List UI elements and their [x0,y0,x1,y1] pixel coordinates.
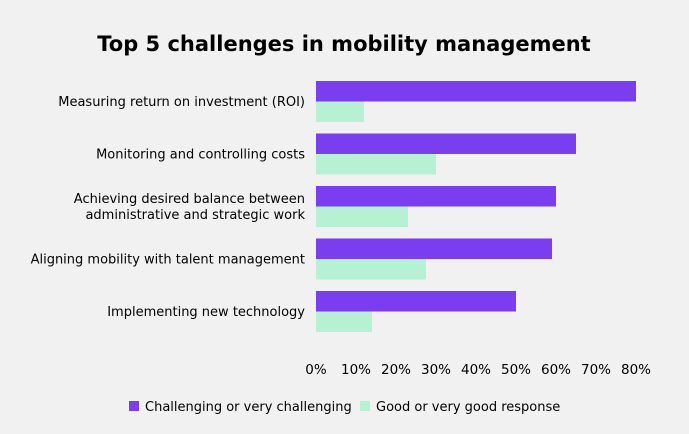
x-tick-label: 40% [461,362,491,378]
bar-series-1-cat-3 [316,186,556,207]
bar-series-2-cat-2 [316,154,436,175]
bar-series-2-cat-4 [316,259,426,280]
category-label: Achieving desired balance between adminis… [74,192,306,223]
bar-series-1-cat-1 [316,81,636,102]
chart-title: Top 5 challenges in mobility management [97,32,590,56]
x-tick-label: 70% [581,362,611,378]
category-label-line: Monitoring and controlling costs [96,148,305,163]
bar-series-1-cat-5 [316,291,516,312]
x-tick-label: 80% [621,362,651,378]
category-label: Implementing new technology [107,305,305,320]
bars [316,81,636,332]
category-label: Aligning mobility with talent management [31,253,305,268]
bar-series-2-cat-1 [316,101,364,122]
category-label-line: administrative and strategic work [85,208,305,223]
legend-swatch [360,401,370,411]
x-tick-label: 30% [421,362,451,378]
x-tick-label: 10% [341,362,371,378]
category-label: Measuring return on investment (ROI) [58,95,305,110]
bar-series-2-cat-3 [316,206,408,227]
x-tick-label: 20% [381,362,411,378]
legend-swatch [129,401,139,411]
legend-label: Challenging or very challenging [145,400,352,415]
category-label: Monitoring and controlling costs [96,148,305,163]
x-tick-label: 50% [501,362,531,378]
x-tick-label: 0% [305,362,327,378]
legend: Challenging or very challenging Good or v… [129,400,560,415]
category-labels: Measuring return on investment (ROI) Moni… [31,95,306,320]
category-label-line: Implementing new technology [107,305,305,320]
bar-series-1-cat-2 [316,133,576,154]
bar-series-2-cat-5 [316,311,372,332]
x-tick-label: 60% [541,362,571,378]
bar-series-1-cat-4 [316,238,552,259]
category-label-line: Aligning mobility with talent management [31,253,305,268]
category-label-line: Measuring return on investment (ROI) [58,95,305,110]
category-label-line: Achieving desired balance between [74,192,305,207]
legend-label: Good or very good response [376,400,560,415]
x-axis-ticks: 0% 10% 20% 30% 40% 50% 60% 70% 80% [305,362,651,378]
